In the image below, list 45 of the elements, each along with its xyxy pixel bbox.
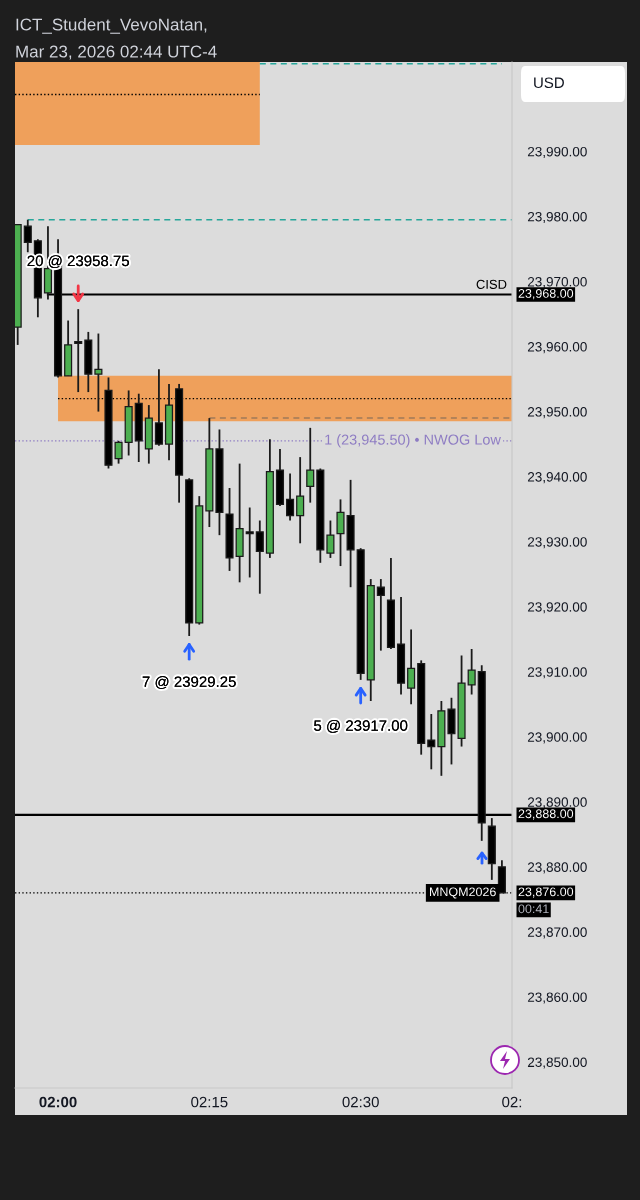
- candlestick: [376, 578, 385, 652]
- candlestick: [306, 426, 315, 504]
- ref-line-label: 1 (23,945.50) • NWOG Low: [325, 434, 501, 448]
- y-tick-label: 23,990.00: [527, 146, 587, 159]
- candlestick: [245, 506, 254, 579]
- y-tick-label: 23,870.00: [527, 927, 587, 939]
- chart-title: ICT_Student_VevoNatan,: [16, 18, 207, 34]
- y-tick-label: 23,900.00: [527, 732, 587, 744]
- data-label: 23,876.00: [518, 887, 574, 898]
- y-tick-label: 23,950.00: [527, 407, 587, 419]
- candlestick: [255, 519, 264, 595]
- annotation: 7 @ 23929.25: [142, 675, 236, 689]
- data-label: 23,968.00: [518, 289, 574, 300]
- candlestick: [23, 218, 32, 254]
- y-tick-label: 23,850.00: [527, 1057, 587, 1069]
- y-tick-label: 23,970.00: [527, 276, 587, 289]
- chart-subtitle: Mar 23, 2026 02:44 UTC-4: [16, 45, 217, 60]
- y-tick-label: 23,880.00: [527, 862, 587, 874]
- candlestick: [336, 498, 345, 567]
- y-tick-label: 23,920.00: [527, 602, 587, 614]
- x-tick-label: 02:30: [342, 1096, 379, 1108]
- candlestick: [74, 308, 83, 393]
- data-label: 23,888.00: [518, 809, 574, 820]
- series-label: CISD: [476, 279, 507, 289]
- candlestick: [326, 519, 335, 559]
- y-tick-label: 23,890.00: [527, 797, 587, 809]
- y-tick-label: 23,940.00: [527, 472, 587, 484]
- x-tick-label: 02:00: [39, 1096, 77, 1108]
- y-tick-label: 23,910.00: [527, 667, 587, 679]
- legend-label: MNQM2026: [430, 887, 496, 899]
- candlestick: [286, 472, 295, 522]
- text: 00:41: [518, 904, 549, 914]
- y-tick-label: 23,860.00: [527, 992, 587, 1004]
- x-tick-label: 02:: [502, 1096, 522, 1108]
- candlestick: [427, 713, 436, 771]
- annotation: 5 @ 23917.00: [314, 719, 408, 733]
- y-axis-title: USD: [534, 77, 564, 89]
- y-tick-label: 23,960.00: [527, 342, 587, 354]
- y-tick-label: 23,980.00: [527, 211, 587, 224]
- y-tick-label: 23,930.00: [527, 537, 587, 549]
- candlestick: [467, 648, 476, 696]
- candlestick: [94, 332, 103, 413]
- candlestick: [407, 628, 416, 706]
- x-tick-label: 02:15: [191, 1096, 228, 1108]
- candlestick: [296, 456, 305, 545]
